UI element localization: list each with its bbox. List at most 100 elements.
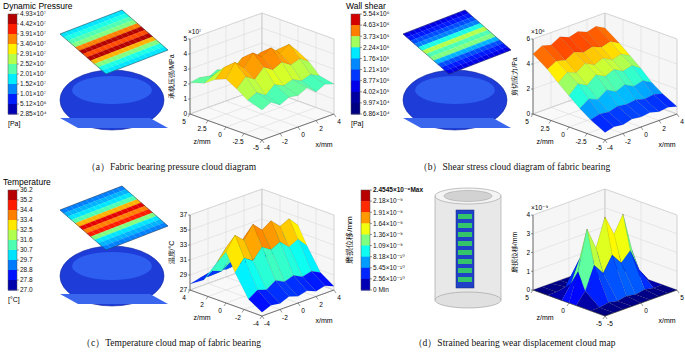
colorbar-segment (8, 260, 17, 271)
colorbar-label: 2.56×10⁻¹⁰ (373, 275, 405, 282)
z-tick (188, 114, 190, 117)
colorbar-label: 31.6 (20, 236, 33, 243)
colorbar-unit: [Pa] (8, 120, 21, 128)
sheet-line (76, 28, 122, 68)
colorbar-segment (351, 25, 360, 37)
y-tick (531, 271, 533, 272)
sheet-line (413, 30, 459, 70)
colorbar: 5.54×10⁶4.63×10⁶3.73×10⁶2.24×10⁶1.76×10⁶… (346, 1, 390, 128)
y-tick (188, 54, 190, 55)
colorbar-tick (17, 104, 19, 105)
wear-block (458, 223, 472, 228)
colorbar-label: 5.45×10⁻¹⁰ (373, 264, 405, 271)
sheet-line (76, 204, 122, 244)
x-tick-label: -2 (282, 314, 288, 321)
cloud-illustration (435, 188, 501, 308)
colorbar-label: 5.12×10⁶ (20, 100, 47, 107)
colorbar-label: 33.4 (20, 216, 33, 223)
colorbar-tick (17, 14, 19, 15)
z-axis (533, 290, 605, 316)
colorbar-tick (17, 44, 19, 45)
bearing-top (435, 188, 501, 204)
wear-block (458, 241, 472, 246)
y-tick (188, 260, 190, 261)
colorbar-segment (351, 47, 360, 59)
colorbar-segment (351, 36, 360, 48)
z-tick-label: 2 (200, 301, 204, 308)
z-tick (567, 127, 569, 130)
z-tick (603, 316, 605, 319)
z-tick (260, 316, 262, 319)
colorbar-label: 2.4545×10⁻⁹Max (373, 186, 423, 193)
colorbar-tick (17, 64, 19, 65)
colorbar-tick (370, 245, 372, 246)
surface-plot: -4-2024-5-2.502.55012345x/mmz/mm承载压强/MPa… (168, 13, 341, 151)
y-tick (188, 290, 190, 291)
y-tick-label: 5 (183, 35, 187, 42)
y-tick-label: 31 (180, 256, 188, 263)
y-tick (531, 233, 533, 234)
panel: 36.235.234.433.432.531.630.729.728.827.8… (3, 177, 341, 348)
z-tick-label: -5 (596, 320, 602, 327)
surface-cell (591, 114, 614, 132)
x-tick (316, 121, 318, 124)
sheet-line (450, 16, 496, 56)
surface (190, 44, 334, 110)
y-tick (188, 69, 190, 70)
y-tick (531, 252, 533, 253)
sheet-line (107, 192, 153, 232)
sheet-line (439, 20, 485, 60)
colorbar-label: 1.21×10⁶ (363, 66, 390, 73)
z-tick (585, 134, 587, 137)
y-multiplier: ×10⁷ (188, 28, 202, 35)
x-tick (334, 290, 336, 293)
z-tick-label: -5 (253, 144, 259, 151)
colorbar-segment (8, 104, 17, 115)
x-tick-label: 0 (301, 131, 305, 138)
y-tick-label: 35 (180, 226, 188, 233)
y-tick (188, 114, 190, 115)
z-tick-label: 2.5 (540, 125, 549, 132)
colorbar-segment (361, 190, 370, 202)
caption: （d）Strained bearing wear displacement cl… (413, 338, 616, 348)
colorbar-segment (361, 223, 370, 235)
z-tick-label: -2.5 (232, 138, 244, 145)
colorbar-segment (351, 58, 360, 70)
sheet-line (70, 206, 116, 246)
colorbar-tick (360, 36, 362, 37)
colorbar-label: 27.8 (20, 276, 33, 283)
bearing-bore (444, 191, 492, 202)
colorbar-segment (351, 81, 360, 93)
x-tick-label: 2 (319, 125, 323, 132)
colorbar-tick (360, 91, 362, 92)
colorbar-title: 磨损位移/mm (345, 216, 354, 264)
x-tick-label: 2 (319, 301, 323, 308)
colorbar-segment (8, 210, 17, 221)
sheet-line (91, 198, 137, 238)
lower-sheet (60, 294, 168, 304)
y-tick-label: 3 (183, 65, 187, 72)
panel: 2.4545×10⁻⁹Max2.18×10⁻⁹1.91×10⁻⁹1.64×10⁻… (345, 186, 684, 348)
z-tick (567, 303, 569, 306)
y-tick (531, 39, 533, 40)
colorbar-tick (17, 290, 19, 291)
colorbar-label: 1.76×10⁶ (363, 55, 390, 62)
colorbar-tick (360, 114, 362, 115)
y-axis (533, 39, 534, 114)
z-axis-label: z/mm (193, 314, 210, 321)
z-tick-label: -5 (596, 144, 602, 151)
wear-block (458, 232, 472, 237)
x-axis (262, 114, 334, 140)
x-axis-label: x/mm (658, 141, 675, 148)
colorbar-segment (8, 230, 17, 241)
z-tick (206, 121, 208, 124)
colorbar-tick (17, 74, 19, 75)
colorbar-tick (360, 102, 362, 103)
colorbar-tick (360, 25, 362, 26)
colorbar-segment (351, 14, 360, 26)
z-tick (206, 297, 208, 300)
z-tick (224, 303, 226, 306)
y-tick-label: 1 (526, 268, 530, 275)
caption: （c）Temperature cloud map of fabric beari… (81, 338, 261, 348)
x-tick-label: -5 (607, 320, 613, 327)
